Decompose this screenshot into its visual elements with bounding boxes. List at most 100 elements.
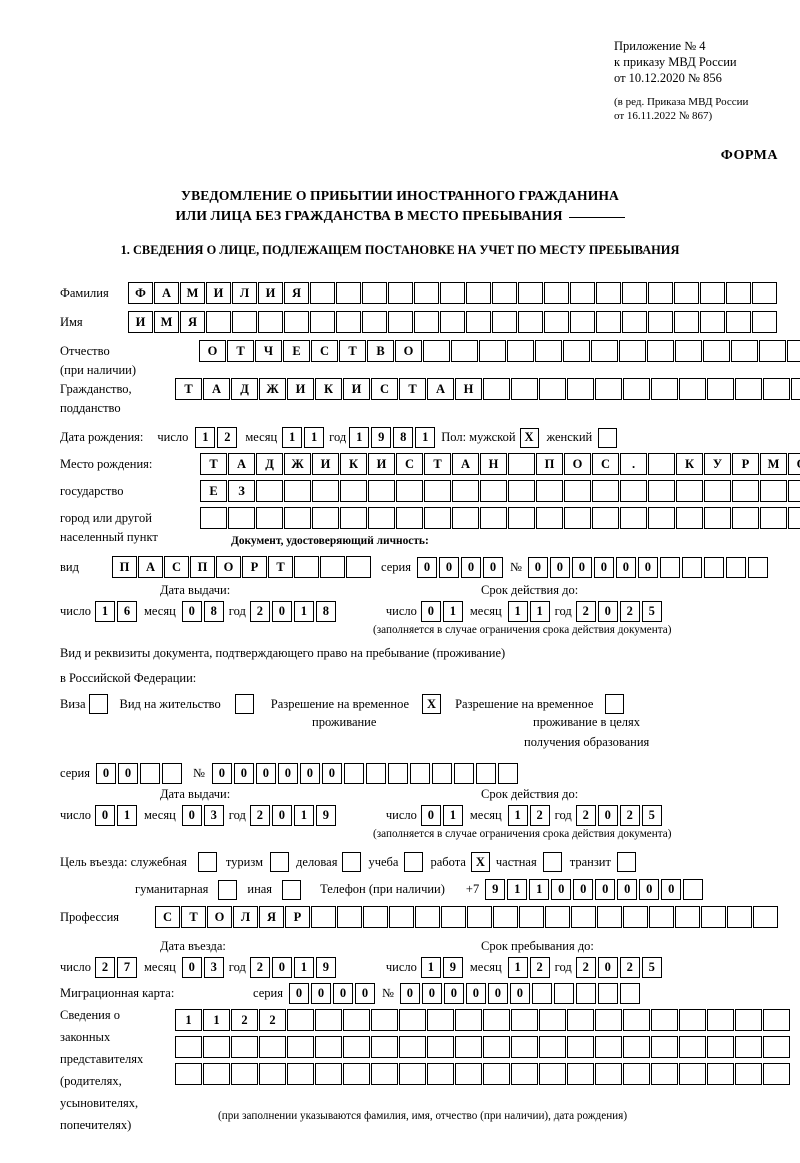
cell[interactable] xyxy=(399,1063,426,1085)
cell[interactable] xyxy=(508,507,535,529)
cell[interactable]: 2 xyxy=(619,957,640,978)
cell[interactable]: 1 xyxy=(95,601,116,622)
cell[interactable] xyxy=(726,311,751,333)
purpose-business-checkbox[interactable] xyxy=(342,852,362,872)
cell[interactable] xyxy=(479,340,506,362)
cell[interactable] xyxy=(595,1036,622,1058)
cell[interactable] xyxy=(511,1063,538,1085)
cell[interactable] xyxy=(681,556,702,578)
cell[interactable] xyxy=(232,311,257,333)
cell[interactable] xyxy=(735,1063,762,1085)
cell[interactable] xyxy=(707,1063,734,1085)
cell[interactable]: С xyxy=(371,378,398,400)
temp-residence-edu-checkbox[interactable] xyxy=(605,694,625,714)
cell[interactable] xyxy=(467,906,492,928)
purpose-service-checkbox[interactable] xyxy=(197,852,217,872)
cell[interactable]: С xyxy=(155,906,180,928)
cell[interactable] xyxy=(571,906,596,928)
cell[interactable] xyxy=(725,556,746,578)
cell[interactable]: 0 xyxy=(255,763,276,784)
cell[interactable] xyxy=(620,507,647,529)
cell[interactable] xyxy=(651,1036,678,1058)
cell[interactable]: А xyxy=(427,378,454,400)
cell[interactable] xyxy=(492,282,517,304)
cell[interactable] xyxy=(371,1063,398,1085)
cell[interactable] xyxy=(622,282,647,304)
cell[interactable] xyxy=(427,1063,454,1085)
cell[interactable] xyxy=(337,906,362,928)
cell[interactable]: У xyxy=(704,453,731,475)
cell[interactable] xyxy=(679,1036,706,1058)
cell[interactable]: 1 xyxy=(175,1009,202,1031)
cell[interactable]: 0 xyxy=(420,601,441,622)
cell[interactable]: 1 xyxy=(507,601,528,622)
cell[interactable]: П xyxy=(112,556,137,578)
cell[interactable]: 0 xyxy=(416,556,437,578)
purpose-humanitarian-checkbox[interactable] xyxy=(218,879,238,900)
cell[interactable]: В xyxy=(367,340,394,362)
cell[interactable]: 2 xyxy=(249,601,270,622)
cell[interactable]: 5 xyxy=(641,805,662,826)
cell[interactable] xyxy=(440,311,465,333)
cell[interactable] xyxy=(575,983,596,1004)
cell[interactable]: К xyxy=(315,378,342,400)
cell[interactable] xyxy=(258,311,283,333)
cell[interactable] xyxy=(259,1036,286,1058)
cell[interactable] xyxy=(340,507,367,529)
cell[interactable] xyxy=(592,480,619,502)
cell[interactable]: 0 xyxy=(661,879,682,900)
cell[interactable]: 0 xyxy=(399,983,420,1004)
cell[interactable] xyxy=(622,311,647,333)
cell[interactable] xyxy=(139,763,160,784)
cell[interactable]: 2 xyxy=(249,957,270,978)
purpose-tourism-checkbox[interactable] xyxy=(270,852,290,872)
cell[interactable]: А xyxy=(452,453,479,475)
cell[interactable]: 0 xyxy=(527,556,548,578)
cell[interactable] xyxy=(536,480,563,502)
cell[interactable]: 1 xyxy=(195,427,216,448)
cell[interactable] xyxy=(595,1063,622,1085)
cell[interactable] xyxy=(545,906,570,928)
cell[interactable]: 1 xyxy=(293,957,314,978)
cell[interactable] xyxy=(399,1009,426,1031)
cell[interactable] xyxy=(735,378,762,400)
cell[interactable]: 1 xyxy=(415,427,436,448)
cell[interactable]: 2 xyxy=(529,805,550,826)
cell[interactable] xyxy=(414,282,439,304)
cell[interactable]: 8 xyxy=(393,427,414,448)
cell[interactable] xyxy=(424,480,451,502)
cell[interactable]: 2 xyxy=(231,1009,258,1031)
cell[interactable] xyxy=(553,983,574,1004)
cell[interactable] xyxy=(310,311,335,333)
cell[interactable]: 0 xyxy=(615,556,636,578)
cell[interactable] xyxy=(396,507,423,529)
cell[interactable] xyxy=(483,1036,510,1058)
cell[interactable]: 3 xyxy=(203,805,224,826)
cell[interactable]: Д xyxy=(256,453,283,475)
cell[interactable] xyxy=(535,340,562,362)
cell[interactable] xyxy=(539,1036,566,1058)
cell[interactable] xyxy=(388,282,413,304)
cell[interactable] xyxy=(371,1009,398,1031)
cell[interactable] xyxy=(732,507,759,529)
cell[interactable]: С xyxy=(396,453,423,475)
cell[interactable]: 0 xyxy=(271,601,292,622)
cell[interactable]: Т xyxy=(339,340,366,362)
cell[interactable] xyxy=(726,282,751,304)
cell[interactable]: 0 xyxy=(271,805,292,826)
visa-checkbox[interactable] xyxy=(88,694,108,714)
cell[interactable] xyxy=(679,1009,706,1031)
cell[interactable] xyxy=(763,1063,790,1085)
cell[interactable] xyxy=(674,282,699,304)
cell[interactable]: 2 xyxy=(619,601,640,622)
sex-male-checkbox[interactable]: X xyxy=(519,427,539,448)
cell[interactable] xyxy=(707,378,734,400)
